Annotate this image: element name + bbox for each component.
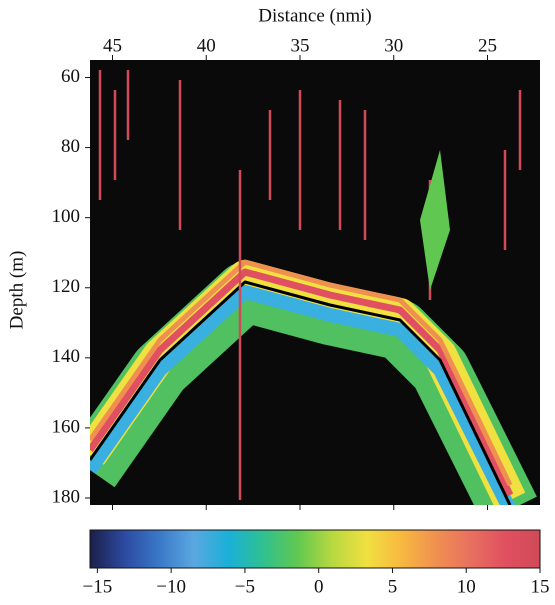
y-tick-label: 160 [52, 416, 81, 437]
y-tick-label: 140 [52, 346, 81, 367]
colorbar-tick-label: 5 [388, 576, 398, 597]
x-tick-label: 25 [478, 35, 497, 56]
x-tick-label: 35 [291, 35, 310, 56]
colorbar-tick-label: −15 [83, 576, 113, 597]
y-tick-label: 60 [61, 66, 80, 87]
y-axis-label: Depth (m) [6, 251, 27, 330]
x-axis-label: Distance (nmi) [258, 5, 371, 26]
y-tick-label: 120 [52, 276, 81, 297]
y-tick-label: 180 [52, 486, 81, 507]
colorbar-tick-label: 15 [531, 576, 550, 597]
x-tick-label: 40 [197, 35, 216, 56]
colorbar-tick-label: −5 [235, 576, 255, 597]
colorbar-tick-label: 10 [457, 576, 476, 597]
colorbar-tick-label: 0 [314, 576, 324, 597]
colorbar [89, 529, 541, 569]
echo-image [90, 70, 537, 505]
x-tick-label: 30 [384, 35, 403, 56]
x-tick-label: 45 [103, 35, 122, 56]
y-tick-label: 100 [52, 206, 81, 227]
y-tick-label: 80 [61, 136, 80, 157]
colorbar-tick-label: −10 [156, 576, 186, 597]
